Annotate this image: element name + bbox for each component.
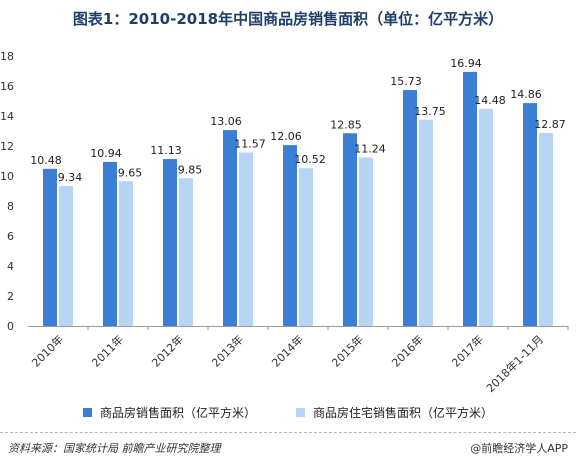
bar-residential-area bbox=[59, 185, 73, 326]
x-tick-label: 2017年 bbox=[449, 332, 486, 369]
data-label-sales-area: 16.94 bbox=[450, 57, 482, 70]
footer-divider bbox=[0, 432, 576, 433]
data-label-residential-area: 12.87 bbox=[534, 118, 566, 131]
data-label-residential-area: 14.48 bbox=[474, 94, 506, 107]
brand-credit: @前瞻经济学人APP bbox=[470, 442, 568, 455]
legend-swatch-residential-area bbox=[296, 408, 305, 417]
y-tick-label: 14 bbox=[0, 110, 14, 123]
legend-swatch-sales-area bbox=[82, 408, 92, 417]
x-tick-label: 2013年 bbox=[209, 332, 246, 369]
data-label-residential-area: 9.65 bbox=[118, 166, 143, 179]
legend: 商品房销售面积（亿平方米） 商品房住宅销售面积（亿平方米） bbox=[0, 404, 576, 421]
bar-group bbox=[43, 71, 553, 327]
bar-sales-area bbox=[223, 130, 237, 326]
x-axis: 2010年 2011年 2012年 2013年 2014年 2015年 2016年 2017年… bbox=[28, 326, 569, 395]
plot-area: 0 2 4 6 8 10 12 14 16 18 10.48 9.34 10.94 9.65 11.13 9… bbox=[0, 50, 569, 395]
bar-sales-area bbox=[103, 161, 117, 326]
data-label-sales-area: 11.13 bbox=[150, 144, 182, 157]
bar-residential-area bbox=[239, 152, 253, 326]
y-tick-label: 0 bbox=[7, 320, 14, 333]
bar-residential-area bbox=[419, 119, 433, 326]
data-label-residential-area: 13.75 bbox=[414, 105, 446, 118]
bar-residential-area bbox=[299, 168, 313, 326]
bar-sales-area bbox=[463, 71, 477, 327]
y-tick-label: 16 bbox=[0, 80, 14, 93]
x-tick-label: 2015年 bbox=[329, 332, 366, 369]
bar-residential-area bbox=[479, 108, 493, 326]
data-label-residential-area: 9.34 bbox=[58, 171, 83, 184]
y-tick-label: 18 bbox=[0, 50, 14, 63]
data-label-sales-area: 15.73 bbox=[390, 75, 422, 88]
data-label-residential-area: 9.85 bbox=[178, 163, 203, 176]
legend-label-sales-area: 商品房销售面积（亿平方米） bbox=[99, 406, 256, 420]
data-label-sales-area: 10.48 bbox=[30, 154, 62, 167]
y-tick-label: 2 bbox=[7, 290, 14, 303]
data-labels: 10.48 9.34 10.94 9.65 11.13 9.85 13.06 11.57 12.… bbox=[30, 57, 566, 184]
bar-sales-area bbox=[343, 133, 357, 326]
legend-item-residential-area: 商品房住宅销售面积（亿平方米） bbox=[296, 404, 493, 421]
x-tick-label: 2010年 bbox=[29, 332, 66, 369]
legend-item-sales-area: 商品房销售面积（亿平方米） bbox=[82, 404, 256, 421]
y-tick-label: 6 bbox=[7, 230, 14, 243]
bar-residential-area bbox=[179, 178, 193, 326]
y-tick-label: 10 bbox=[0, 170, 14, 183]
bar-sales-area bbox=[163, 159, 177, 326]
x-tick-label: 2011年 bbox=[89, 332, 126, 369]
x-tick-label: 2012年 bbox=[149, 332, 186, 369]
bar-sales-area bbox=[523, 103, 537, 326]
data-label-residential-area: 11.57 bbox=[234, 137, 266, 150]
y-tick-label: 8 bbox=[7, 200, 14, 213]
x-tick-label: 2016年 bbox=[389, 332, 426, 369]
data-label-sales-area: 10.94 bbox=[90, 147, 122, 160]
y-tick-label: 12 bbox=[0, 140, 14, 153]
chart-title: 图表1：2010-2018年中国商品房销售面积（单位：亿平方米） bbox=[72, 10, 504, 28]
y-axis: 0 2 4 6 8 10 12 14 16 18 bbox=[0, 50, 14, 333]
bar-residential-area bbox=[359, 157, 373, 326]
source-note: 资料来源：国家统计局 前瞻产业研究院整理 bbox=[8, 442, 221, 455]
data-label-residential-area: 10.52 bbox=[294, 153, 326, 166]
y-tick-label: 4 bbox=[7, 260, 14, 273]
bar-residential-area bbox=[539, 132, 553, 326]
data-label-sales-area: 12.85 bbox=[330, 118, 362, 131]
x-tick-label: 2014年 bbox=[269, 332, 306, 369]
bar-sales-area bbox=[403, 90, 417, 326]
bar-sales-area bbox=[43, 168, 57, 326]
data-label-sales-area: 13.06 bbox=[210, 115, 242, 128]
data-label-sales-area: 12.06 bbox=[270, 130, 302, 143]
bar-sales-area bbox=[283, 145, 297, 326]
data-label-residential-area: 11.24 bbox=[354, 142, 386, 155]
legend-label-residential-area: 商品房住宅销售面积（亿平方米） bbox=[313, 406, 494, 420]
data-label-sales-area: 14.86 bbox=[510, 88, 542, 101]
bar-residential-area bbox=[119, 181, 133, 326]
x-tick-label: 2018年1-11月 bbox=[483, 332, 546, 395]
